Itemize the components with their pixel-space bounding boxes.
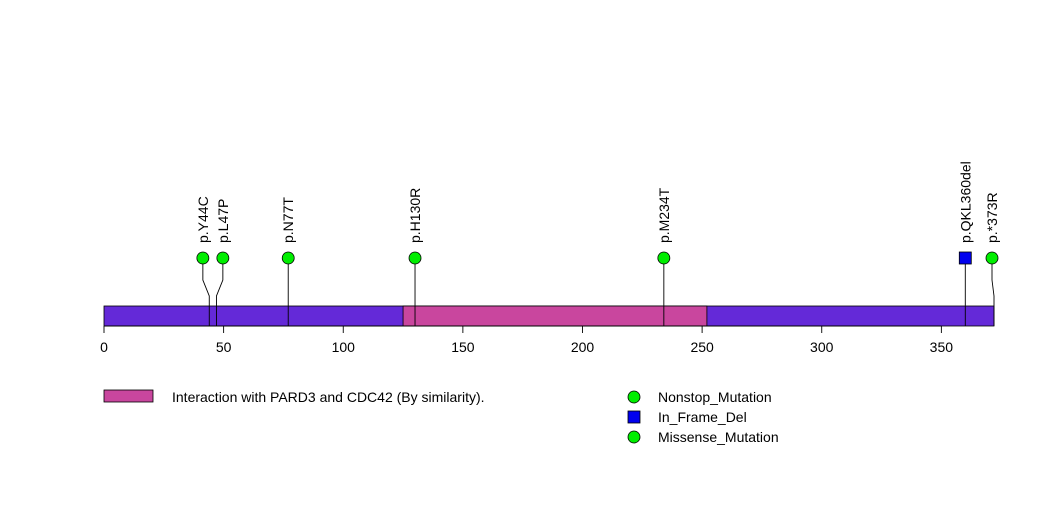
domain-0: [402, 305, 708, 327]
mutation-stem-6: [991, 258, 995, 326]
mutation-marker-0: [196, 251, 210, 265]
mutation-label-2: p.N77T: [280, 197, 296, 243]
legend-marker-1: [627, 410, 641, 424]
mutation-marker-6: [985, 251, 999, 265]
mutation-label-4: p.M234T: [656, 187, 672, 243]
mutation-marker-3: [408, 251, 422, 265]
mutation-marker-2: [281, 251, 295, 265]
x-tick-label-5: 250: [690, 339, 714, 355]
mutation-stem-0: [202, 258, 210, 326]
mutation-label-0: p.Y44C: [195, 196, 211, 243]
mutation-label-5: p.QKL360del: [957, 161, 973, 243]
mutation-label-1: p.L47P: [215, 199, 231, 243]
x-tick-label-1: 50: [216, 339, 232, 355]
legend-label-0: Nonstop_Mutation: [658, 389, 772, 405]
mutation-stems-layer: [202, 258, 995, 326]
legend-domain-swatch-0: [103, 389, 154, 403]
legend-marker-0: [627, 390, 641, 404]
legend-domain-label-0: Interaction with PARD3 and CDC42 (By sim…: [172, 389, 485, 405]
x-tick-label-3: 150: [451, 339, 475, 355]
mutation-marker-5: [958, 251, 972, 265]
mutation-label-3: p.H130R: [407, 188, 423, 243]
x-tick-label-0: 0: [100, 339, 108, 355]
x-tick-label-2: 100: [332, 339, 356, 355]
x-axis: 0 50 100 150 200 250 300 350: [100, 325, 954, 355]
mutation-stem-1: [215, 258, 224, 326]
x-tick-label-7: 350: [930, 339, 954, 355]
legend: Interaction with PARD3 and CDC42 (By sim…: [103, 389, 779, 445]
x-tick-label-6: 300: [810, 339, 834, 355]
protein-backbone-layer: [103, 305, 995, 327]
legend-marker-2: [627, 430, 641, 444]
mutation-marker-1: [216, 251, 230, 265]
x-tick-label-4: 200: [571, 339, 595, 355]
legend-label-2: Missense_Mutation: [658, 429, 779, 445]
mutation-marker-4: [657, 251, 671, 265]
mutation-markers-layer: p.Y44C p.L47P p.N77T p.H130R p.M234T p.QKL360…: [195, 161, 1000, 265]
legend-label-1: In_Frame_Del: [658, 409, 747, 425]
mutation-label-6: p.*373R: [984, 192, 1000, 243]
